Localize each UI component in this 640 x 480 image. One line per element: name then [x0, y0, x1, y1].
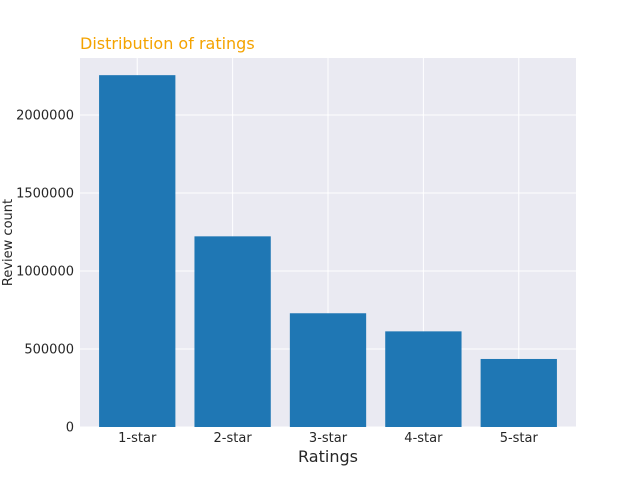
x-tick-label: 2-star [214, 431, 253, 446]
x-tick-label: 4-star [404, 431, 443, 446]
x-tick-label: 5-star [500, 431, 539, 446]
y-tick-label: 1500000 [16, 186, 74, 201]
chart-title: Distribution of ratings [80, 34, 255, 53]
bar-5-star [480, 358, 557, 427]
y-tick-label: 2000000 [16, 108, 74, 123]
bar-3-star [289, 313, 367, 427]
bars [99, 75, 557, 428]
y-tick-label: 1000000 [16, 264, 74, 279]
x-axis-ticks: 1-star 2-star 3-star 4-star 5-star [118, 431, 538, 446]
y-axis-label: Review count [1, 199, 16, 286]
y-tick-label: 0 [66, 421, 74, 436]
x-tick-label: 1-star [118, 431, 157, 446]
x-tick-label: 3-star [309, 431, 348, 446]
bar-1-star [99, 75, 176, 428]
y-tick-label: 500000 [24, 342, 74, 357]
x-axis-label: Ratings [298, 447, 358, 466]
bar-2-star [194, 236, 271, 427]
bar-4-star [385, 331, 462, 427]
y-axis-ticks: 0 500000 1000000 1500000 2000000 [16, 108, 74, 435]
